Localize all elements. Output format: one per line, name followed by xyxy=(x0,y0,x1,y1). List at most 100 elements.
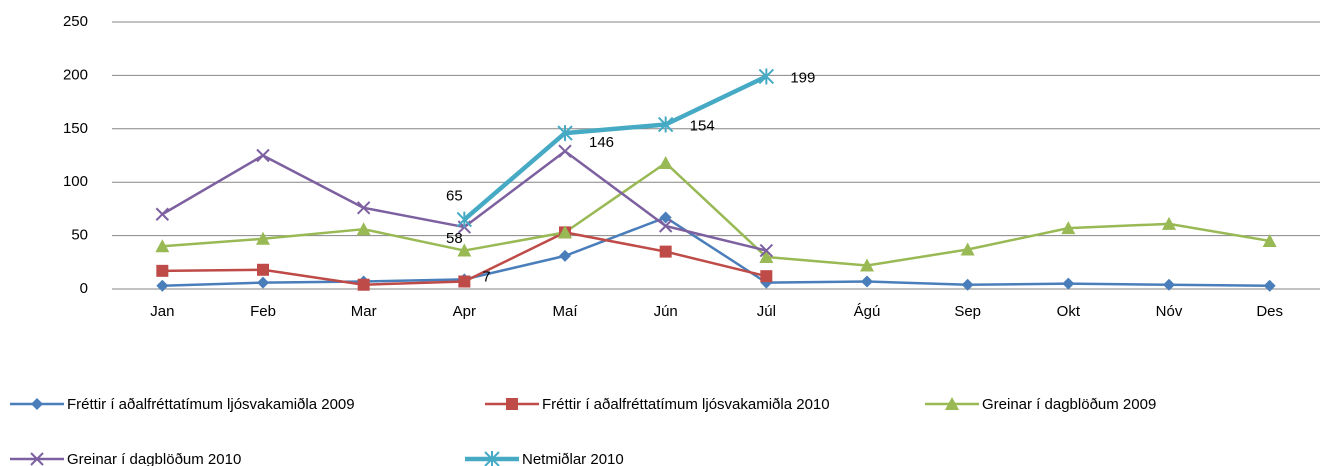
marker xyxy=(758,68,775,85)
marker xyxy=(1061,221,1076,235)
marker xyxy=(356,201,371,215)
marker xyxy=(559,249,571,262)
marker xyxy=(861,275,873,288)
marker-shape xyxy=(658,155,673,169)
marker-shape xyxy=(155,239,170,253)
marker-shape xyxy=(1062,277,1075,290)
marker xyxy=(860,258,874,272)
series-line xyxy=(162,161,1270,267)
marker xyxy=(1262,233,1277,247)
marker-shape xyxy=(659,245,672,258)
marker-shape xyxy=(558,225,572,239)
marker-shape xyxy=(559,249,571,262)
marker xyxy=(1162,216,1176,230)
marker-shape xyxy=(357,278,370,291)
marker xyxy=(657,116,674,133)
marker xyxy=(1163,278,1175,291)
x-tick-label: Ágú xyxy=(854,303,881,320)
marker xyxy=(356,222,371,236)
legend-label: Fréttir í aðalfréttatímum ljósvakamiðla … xyxy=(542,396,830,413)
marker-shape xyxy=(1162,216,1176,230)
legend-marker xyxy=(484,451,500,466)
marker xyxy=(558,144,572,158)
y-tick-label: 150 xyxy=(63,120,88,137)
series-line xyxy=(462,74,768,222)
marker-shape xyxy=(156,279,169,292)
legend-item: Greinar í dagblöðum 2009 xyxy=(925,396,1156,413)
legend-marker xyxy=(506,398,518,410)
x-tick-label: Des xyxy=(1256,303,1283,320)
x-tick-label: Nóv xyxy=(1156,303,1183,320)
legend-item: Fréttir í aðalfréttatímum ljósvakamiðla … xyxy=(485,396,830,413)
y-tick-label: 100 xyxy=(63,173,88,190)
marker-shape xyxy=(484,451,500,466)
marker xyxy=(458,275,471,288)
marker-shape xyxy=(257,276,269,289)
marker-shape xyxy=(759,249,774,263)
marker-shape xyxy=(155,207,170,221)
marker-shape xyxy=(759,243,774,258)
legend-label: Greinar í dagblöðum 2010 xyxy=(67,451,241,466)
marker-shape xyxy=(356,222,371,236)
data-label: 154 xyxy=(690,117,715,134)
marker xyxy=(760,270,773,283)
marker xyxy=(155,207,170,221)
y-tick-label: 200 xyxy=(63,66,88,83)
marker xyxy=(257,263,269,276)
data-label: 65 xyxy=(446,188,463,205)
marker-shape xyxy=(457,243,472,257)
data-label: 58 xyxy=(446,230,463,247)
x-tick-label: Jún xyxy=(654,303,678,320)
marker xyxy=(156,264,169,277)
marker xyxy=(1062,277,1075,290)
marker xyxy=(658,155,673,169)
marker-shape xyxy=(557,125,573,142)
marker-shape xyxy=(156,264,169,277)
marker-shape xyxy=(861,275,873,288)
marker-shape xyxy=(860,258,874,272)
marker-shape xyxy=(760,270,773,283)
marker xyxy=(257,276,269,289)
marker xyxy=(256,148,270,163)
marker xyxy=(759,243,774,258)
marker-shape xyxy=(456,211,473,228)
x-tick-label: Okt xyxy=(1057,303,1081,320)
marker-shape xyxy=(1262,233,1277,247)
marker-shape xyxy=(960,242,975,256)
marker-shape xyxy=(758,68,775,85)
marker-shape xyxy=(558,144,572,158)
marker-shape xyxy=(458,275,471,288)
marker xyxy=(557,125,573,142)
marker-shape xyxy=(659,211,672,224)
x-tick-label: Apr xyxy=(453,303,476,320)
marker-shape xyxy=(657,116,674,133)
legend-label: Fréttir í aðalfréttatímum ljósvakamiðla … xyxy=(67,396,355,413)
marker-shape xyxy=(356,201,371,215)
marker xyxy=(558,225,572,239)
marker xyxy=(456,211,473,228)
legend-item: Fréttir í aðalfréttatímum ljósvakamiðla … xyxy=(10,396,355,413)
x-tick-label: Maí xyxy=(552,303,578,320)
marker xyxy=(357,278,370,291)
marker-shape xyxy=(961,278,974,291)
x-tick-label: Feb xyxy=(250,303,276,320)
legend-label: Netmiðlar 2010 xyxy=(522,451,624,466)
marker xyxy=(759,249,774,263)
marker xyxy=(156,279,169,292)
marker xyxy=(155,239,170,253)
marker-shape xyxy=(506,398,518,410)
y-tick-label: 0 xyxy=(80,280,88,297)
marker-shape xyxy=(945,397,959,410)
data-label: 146 xyxy=(589,134,614,151)
marker xyxy=(659,245,672,258)
marker-shape xyxy=(31,398,43,410)
marker-shape xyxy=(658,219,673,233)
marker-shape xyxy=(1263,279,1276,292)
marker-shape xyxy=(256,231,270,245)
legend-item: Netmiðlar 2010 xyxy=(465,451,624,466)
legend-marker xyxy=(945,397,959,410)
marker xyxy=(960,242,975,256)
marker xyxy=(659,211,672,224)
